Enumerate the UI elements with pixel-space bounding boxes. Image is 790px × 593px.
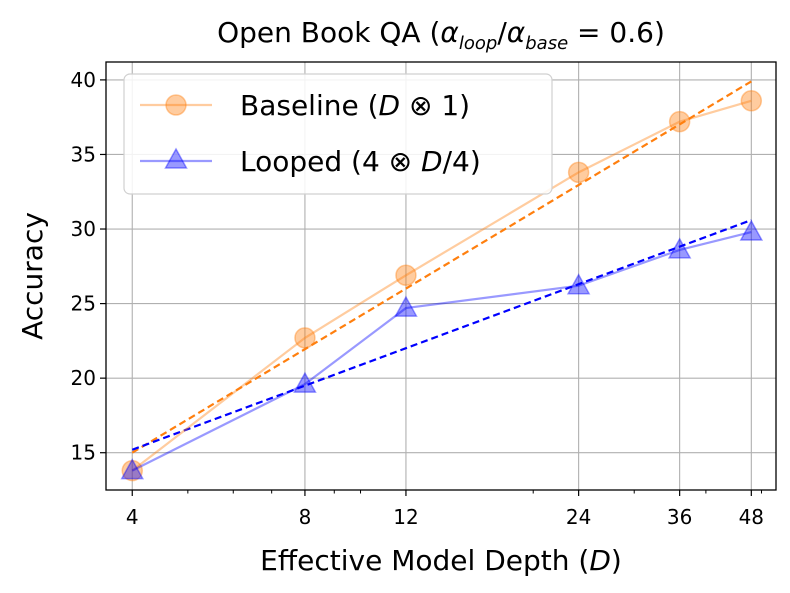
y-axis-label: Accuracy [16,212,49,340]
data-point-circle [395,264,417,287]
x-tick-label: 48 [739,505,764,529]
chart-title: Open Book QA (αloop/αbase = 0.6) [217,16,665,54]
data-point-triangle [120,458,145,480]
data-point-circle [668,110,691,133]
x-tick-label: 24 [566,505,591,529]
x-tick-label: 4 [126,505,139,529]
legend-label-looped: Looped (4 ⊗ D/4) [240,145,481,178]
x-tick-label: 12 [393,505,418,529]
data-point-circle [294,327,316,349]
y-tick-label: 30 [71,217,96,241]
data-point-triangle [667,237,692,259]
series [120,90,764,482]
fit-line-triangle [131,219,752,451]
data-point-circle [121,459,143,482]
data-point-circle [567,161,590,184]
y-tick-label: 40 [71,68,96,92]
data-point-triangle [394,295,418,317]
legend-item-baseline: Baseline (D ⊗ 1) [140,89,470,122]
y-ticks: 15 20 25 30 35 40 [71,68,106,465]
x-axis-label: Effective Model Depth (D) [260,544,622,577]
y-tick-label: 15 [71,441,96,465]
plot-frame [105,61,777,491]
x-tick-label: 36 [667,505,692,529]
y-tick-label: 35 [71,142,96,166]
legend-label-baseline: Baseline (D ⊗ 1) [240,89,470,122]
legend: Baseline (D ⊗ 1) Looped (4 ⊗ D/4) [123,73,553,195]
series-line-circle [131,99,752,472]
data-point-triangle [293,371,317,393]
data-point-triangle [739,219,764,241]
data-point-triangle [566,273,591,295]
series-line-triangle [131,230,752,472]
x-ticks: 4 8 12 24 36 48 [126,490,764,529]
y-tick-label: 20 [71,366,96,390]
legend-box [123,73,553,195]
legend-item-looped: Looped (4 ⊗ D/4) [140,145,481,178]
x-tick-label: 8 [299,505,312,529]
y-tick-label: 25 [71,292,96,316]
data-point-circle [740,90,763,112]
fit-lines [131,80,752,454]
